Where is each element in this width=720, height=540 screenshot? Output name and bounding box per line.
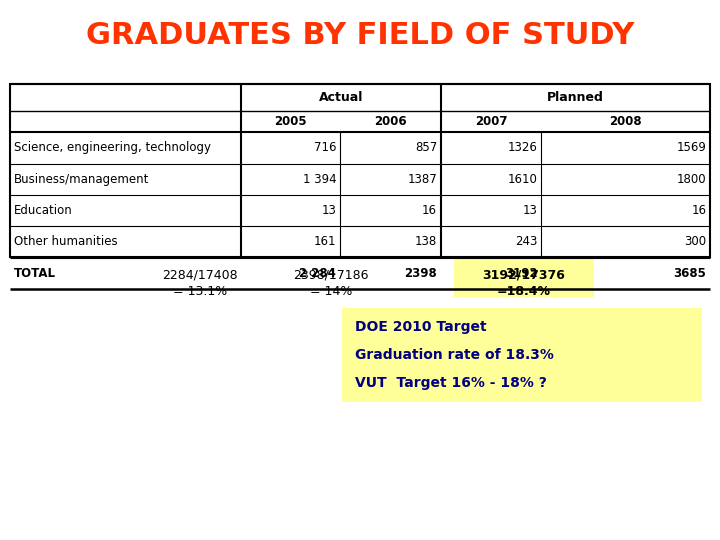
Text: 1326: 1326 (508, 141, 538, 154)
Text: Education: Education (14, 204, 73, 217)
Text: 3685: 3685 (673, 267, 706, 280)
Text: 243: 243 (516, 235, 538, 248)
Text: 1569: 1569 (677, 141, 706, 154)
Text: 2284/17408: 2284/17408 (162, 269, 238, 282)
Text: GRADUATES BY FIELD OF STUDY: GRADUATES BY FIELD OF STUDY (86, 21, 634, 50)
Text: 138: 138 (415, 235, 437, 248)
Text: 161: 161 (314, 235, 336, 248)
Text: 2398/17186: 2398/17186 (294, 269, 369, 282)
Text: 1387: 1387 (408, 173, 437, 186)
Text: 2398: 2398 (405, 267, 437, 280)
Text: 3192/17376: 3192/17376 (482, 269, 565, 282)
Text: Science, engineering, technology: Science, engineering, technology (14, 141, 211, 154)
Text: DOE 2010 Target: DOE 2010 Target (355, 320, 487, 334)
Text: 13: 13 (321, 204, 336, 217)
Text: 16: 16 (422, 204, 437, 217)
Text: Graduation rate of 18.3%: Graduation rate of 18.3% (355, 348, 554, 362)
Text: 2 284: 2 284 (300, 267, 336, 280)
Text: 13: 13 (523, 204, 538, 217)
Text: 716: 716 (314, 141, 336, 154)
Text: 1 394: 1 394 (302, 173, 336, 186)
Text: Actual: Actual (319, 91, 363, 104)
Text: Business/management: Business/management (14, 173, 149, 186)
Text: 2005: 2005 (274, 115, 307, 128)
Text: =18.4%: =18.4% (497, 285, 551, 298)
Text: 2008: 2008 (609, 115, 642, 128)
Text: 16: 16 (691, 204, 706, 217)
Text: VUT  Target 16% - 18% ?: VUT Target 16% - 18% ? (355, 376, 546, 390)
Text: 300: 300 (684, 235, 706, 248)
Text: Other humanities: Other humanities (14, 235, 117, 248)
Text: 1800: 1800 (677, 173, 706, 186)
Text: = 13.1%: = 13.1% (173, 285, 228, 298)
Text: 2007: 2007 (474, 115, 508, 128)
Bar (10, 84, 710, 256)
Text: 857: 857 (415, 141, 437, 154)
Text: 3192: 3192 (505, 267, 538, 280)
Text: 1610: 1610 (508, 173, 538, 186)
Bar (342, 308, 702, 402)
Bar (454, 256, 594, 297)
Text: TOTAL: TOTAL (14, 267, 55, 280)
Text: 2006: 2006 (374, 115, 407, 128)
Text: = 14%: = 14% (310, 285, 352, 298)
Text: Planned: Planned (547, 91, 603, 104)
